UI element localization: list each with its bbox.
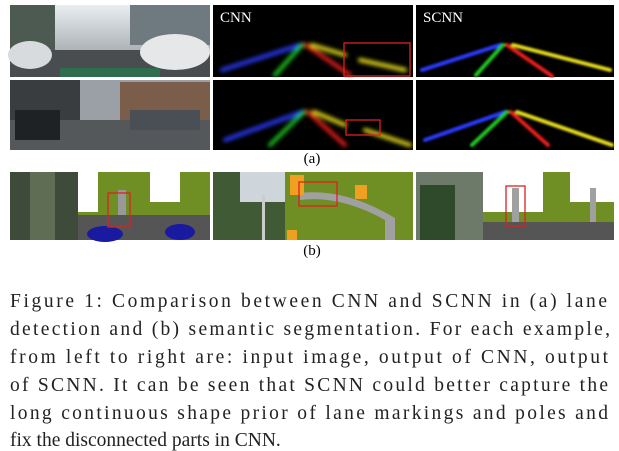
subfigure-label: (b)	[303, 243, 321, 259]
cnn-output: CNN	[213, 5, 413, 150]
input-image	[8, 5, 210, 77]
scnn-output: SCNN	[416, 5, 614, 150]
panel-label: CNN	[220, 10, 252, 26]
input-image	[10, 80, 210, 150]
caption-line: Figure 1: Comparison between CNN and SCN…	[10, 291, 607, 312]
caption-line: fix the disconnected parts in CNN.	[10, 430, 281, 451]
caption-line: of SCNN. It can be seen that SCNN could …	[10, 375, 608, 396]
panel-label: SCNN	[423, 10, 463, 26]
segmentation-row	[10, 172, 614, 242]
caption-line: from left to right are: input image, out…	[10, 347, 609, 368]
caption-line: detection and (b) semantic segmentation.…	[10, 319, 610, 340]
caption-line: long continuous shape prior of lane mark…	[10, 403, 608, 424]
caption: Figure 1: Comparison between CNN and SCN…	[10, 291, 610, 451]
subfigure-label: (a)	[304, 151, 321, 167]
